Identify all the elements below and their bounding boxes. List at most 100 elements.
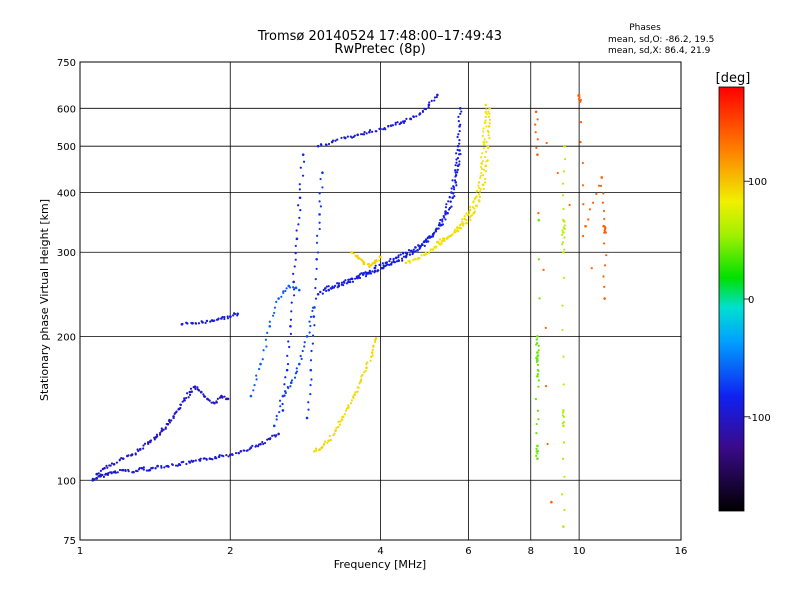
data-point <box>409 117 413 121</box>
colorbar-gradient <box>719 87 744 511</box>
data-point <box>271 434 274 437</box>
data-point <box>208 399 211 402</box>
data-point <box>488 118 492 121</box>
data-point <box>484 170 487 173</box>
data-point <box>397 254 400 257</box>
data-point <box>347 406 350 409</box>
x-tick-label: 16 <box>675 546 688 557</box>
data-point <box>603 297 606 300</box>
data-point <box>193 385 197 388</box>
data-point <box>109 464 112 467</box>
data-point <box>318 200 321 203</box>
data-point <box>562 415 565 418</box>
data-point <box>578 96 581 99</box>
data-point <box>118 458 121 461</box>
data-point <box>459 123 462 126</box>
data-point <box>433 245 436 249</box>
data-point <box>337 282 341 285</box>
data-point <box>261 440 264 444</box>
data-point <box>429 248 433 251</box>
data-point <box>394 121 397 124</box>
colorbar: [deg] 100 0 -100 <box>716 71 771 512</box>
data-point <box>410 249 413 252</box>
data-point <box>249 446 253 449</box>
data-point <box>381 262 384 265</box>
data-point <box>162 428 165 431</box>
data-point <box>563 248 566 251</box>
data-point <box>277 432 280 436</box>
data-point <box>443 237 446 240</box>
data-point <box>321 292 324 295</box>
data-point <box>441 223 445 226</box>
data-point <box>588 208 591 211</box>
data-point <box>456 156 460 160</box>
data-point <box>132 470 135 474</box>
data-point <box>328 434 331 438</box>
data-point <box>278 399 282 402</box>
data-point <box>295 370 299 373</box>
data-point <box>205 319 208 323</box>
data-point <box>218 454 221 457</box>
data-point <box>354 277 357 280</box>
data-point <box>485 125 488 128</box>
data-point <box>168 421 172 424</box>
data-point <box>441 239 445 242</box>
data-point <box>458 163 461 166</box>
data-point <box>452 186 455 189</box>
data-point <box>359 133 363 136</box>
data-point <box>484 155 487 159</box>
data-point <box>366 361 369 364</box>
chart-subtitle: RwPretec (8p) <box>334 42 425 57</box>
data-point <box>275 418 278 421</box>
data-point <box>221 315 224 319</box>
data-point <box>215 400 218 403</box>
data-point <box>462 224 465 227</box>
data-point <box>373 266 377 270</box>
data-point <box>562 170 565 173</box>
data-point <box>562 441 566 444</box>
data-point <box>602 275 605 278</box>
data-point <box>223 317 226 321</box>
data-point <box>435 227 438 230</box>
data-point <box>188 390 192 394</box>
data-point <box>536 351 539 354</box>
data-point <box>297 204 300 207</box>
data-point <box>402 121 406 125</box>
data-point <box>268 324 272 328</box>
data-point <box>397 256 400 259</box>
data-point <box>237 452 241 455</box>
data-point <box>284 376 287 379</box>
data-point <box>164 426 167 429</box>
data-point <box>166 422 170 426</box>
data-point <box>437 240 440 243</box>
data-point <box>485 112 488 115</box>
data-point <box>473 207 476 210</box>
data-point <box>465 212 468 215</box>
data-point <box>373 261 377 265</box>
y-axis-label: Stationary phase Virtual Height [km] <box>38 199 51 401</box>
data-point <box>408 259 411 262</box>
data-point <box>597 184 601 187</box>
data-point <box>564 158 567 161</box>
data-point <box>603 217 606 221</box>
data-point <box>268 320 271 323</box>
data-point <box>151 466 154 469</box>
data-point <box>106 466 109 469</box>
data-point <box>278 410 281 414</box>
data-point <box>127 470 130 473</box>
data-point <box>302 160 306 163</box>
data-point <box>481 152 484 155</box>
data-point <box>370 355 373 358</box>
data-point <box>428 251 431 254</box>
data-point <box>331 139 335 142</box>
data-point <box>451 196 454 200</box>
data-point <box>595 192 598 196</box>
data-point <box>319 290 322 294</box>
data-point <box>179 403 182 406</box>
data-point <box>455 152 458 155</box>
data-point <box>275 414 278 418</box>
data-point <box>305 416 309 420</box>
data-point <box>455 161 458 164</box>
data-point <box>363 371 366 374</box>
data-point <box>99 473 102 476</box>
